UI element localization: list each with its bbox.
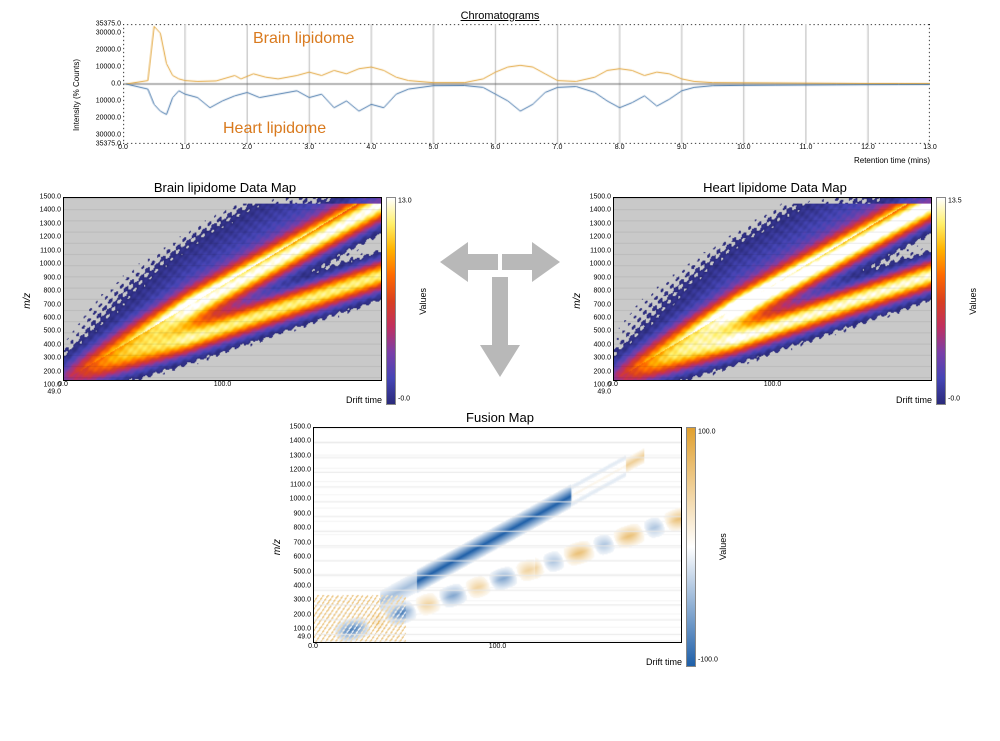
heart-y-ticks: 1500.01400.01300.01200.01100.01000.0900.…: [583, 197, 613, 392]
heart-heatmap: [613, 197, 932, 381]
cbar-tick: -0.0: [948, 395, 960, 402]
brain-x-ticks: 0.0100.0: [63, 381, 382, 393]
chrom-y-axis-label: Intensity (% Counts): [70, 24, 81, 165]
chromatogram-title: Chromatograms: [20, 10, 980, 22]
arrows-center: [440, 207, 560, 377]
fusion-x-ticks: 0.0100.0: [313, 643, 682, 655]
chromatogram-panel: Intensity (% Counts) 35375.030000.020000…: [70, 24, 930, 165]
fusion-y-ticks: 1500.01400.01300.01200.01100.01000.0900.…: [283, 427, 313, 637]
fusion-colorbar: [686, 427, 696, 667]
cbar-tick: -0.0: [398, 395, 410, 402]
brain-colorbar: [386, 197, 396, 405]
tri-arrow-icon: [440, 207, 560, 377]
brain-cbar-ticks: 13.0 -0.0: [396, 197, 418, 405]
chrom-y-ticks: 35375.030000.020000.010000.00.010000.020…: [81, 24, 123, 144]
heart-lipidome-label: Heart lipidome: [223, 120, 326, 138]
heart-cbar-ticks: 13.5 -0.0: [946, 197, 968, 405]
brain-lipidome-label: Brain lipidome: [253, 30, 354, 48]
datamap-row: Brain lipidome Data Map m/z 1500.01400.0…: [20, 180, 980, 405]
brain-y-ticks: 1500.01400.01300.01200.01100.01000.0900.…: [33, 197, 63, 392]
fusion-cbar-ticks: 100.0 -100.0: [696, 427, 718, 667]
fusion-y-axis-label: m/z: [270, 427, 283, 667]
fusion-heatmap: [313, 427, 682, 643]
fusion-block: Fusion Map m/z 1500.01400.01300.01200.01…: [270, 410, 730, 667]
heart-cbar-label: Values: [968, 197, 980, 405]
cbar-tick: 13.0: [398, 198, 412, 205]
brain-x-axis-label: Drift time: [63, 395, 382, 405]
heart-colorbar: [936, 197, 946, 405]
brain-datamap-title: Brain lipidome Data Map: [20, 180, 430, 195]
cbar-tick: 100.0: [698, 428, 716, 435]
heart-x-axis-label: Drift time: [613, 395, 932, 405]
brain-datamap-block: Brain lipidome Data Map m/z 1500.01400.0…: [20, 180, 430, 405]
chrom-x-ticks: 0.01.02.03.04.05.06.07.08.09.010.011.012…: [123, 144, 930, 156]
heart-x-ticks: 0.0100.0: [613, 381, 932, 393]
fusion-cbar-label: Values: [718, 427, 730, 667]
fusion-title: Fusion Map: [270, 410, 730, 425]
heart-datamap-title: Heart lipidome Data Map: [570, 180, 980, 195]
chromatogram-plot: Brain lipidome Heart lipidome: [123, 24, 930, 144]
brain-cbar-label: Values: [418, 197, 430, 405]
brain-y-axis-label: m/z: [20, 197, 33, 405]
brain-heatmap: [63, 197, 382, 381]
cbar-tick: -100.0: [698, 656, 718, 663]
cbar-tick: 13.5: [948, 198, 962, 205]
fusion-x-axis-label: Drift time: [313, 657, 682, 667]
heart-datamap-block: Heart lipidome Data Map m/z 1500.01400.0…: [570, 180, 980, 405]
heart-y-axis-label: m/z: [570, 197, 583, 405]
chrom-x-axis-label: Retention time (mins): [123, 156, 930, 165]
